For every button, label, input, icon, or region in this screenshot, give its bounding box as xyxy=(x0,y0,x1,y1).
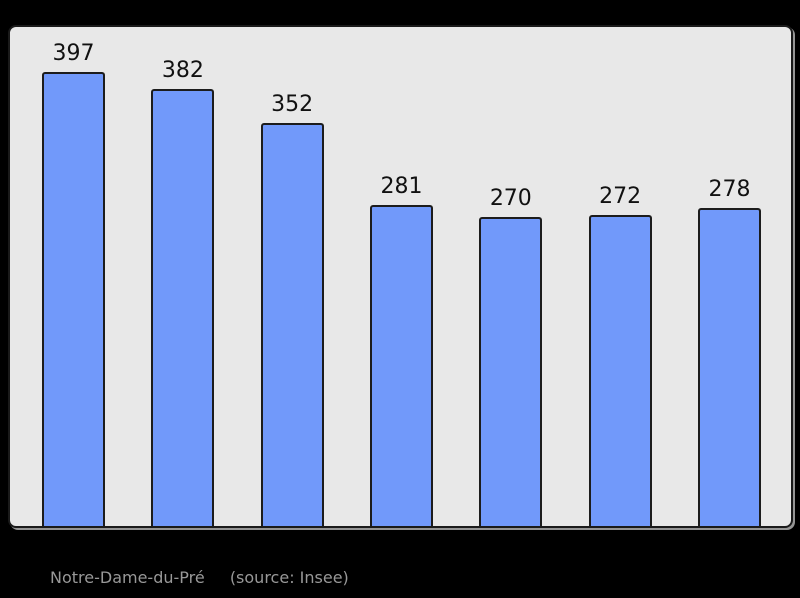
bar-value-label: 272 xyxy=(599,183,642,209)
bar-group: 281 xyxy=(369,173,433,526)
chart-caption: Notre-Dame-du-Pré (source: Insee) xyxy=(50,568,349,587)
bar xyxy=(369,205,433,526)
bar-value-label: 382 xyxy=(161,57,204,83)
bar xyxy=(479,217,543,526)
bar-group: 272 xyxy=(588,183,652,526)
bar-group: 278 xyxy=(697,176,761,526)
bar-value-label: 397 xyxy=(52,40,95,66)
bar xyxy=(697,208,761,526)
bar-group: 352 xyxy=(260,91,324,526)
bar-value-label: 352 xyxy=(271,91,314,117)
chart-plot-area: 397 382 352 281 270 272 278 xyxy=(8,25,793,528)
bar-group: 382 xyxy=(151,57,215,526)
bar-chart: 397 382 352 281 270 272 278 xyxy=(10,27,791,526)
bar-value-label: 270 xyxy=(489,185,532,211)
bar xyxy=(42,72,105,526)
bar-group: 397 xyxy=(42,40,105,526)
bar-value-label: 281 xyxy=(380,173,423,199)
bar-value-label: 278 xyxy=(708,176,751,202)
bar xyxy=(151,89,215,526)
bar xyxy=(260,123,324,526)
caption-commune-name: Notre-Dame-du-Pré xyxy=(50,568,205,587)
bar xyxy=(588,215,652,526)
bar-group: 270 xyxy=(479,185,543,526)
caption-source: (source: Insee) xyxy=(229,568,349,587)
